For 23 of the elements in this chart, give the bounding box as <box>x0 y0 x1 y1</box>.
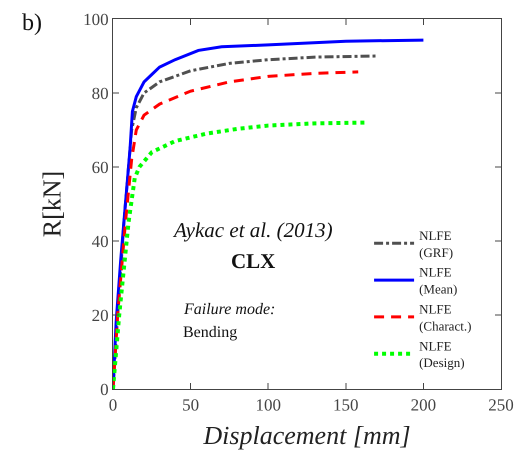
x-tick-label: 100 <box>255 395 281 414</box>
annotation: Bending <box>183 324 238 341</box>
annotation: Aykac et al. (2013) <box>172 218 333 242</box>
x-tick-label: 250 <box>488 395 514 414</box>
annotation: Failure mode: <box>183 301 276 318</box>
line-series <box>113 120 366 389</box>
x-tick-label: 150 <box>333 395 359 414</box>
annotation: CLX <box>231 249 276 273</box>
y-tick-label: 60 <box>92 158 109 177</box>
y-tick-label: 100 <box>83 10 109 29</box>
text: b) <box>22 10 42 36</box>
legend-label: NLFE (GRF) <box>419 228 454 260</box>
y-tick-label: 40 <box>92 232 109 251</box>
x-tick-label: 200 <box>410 395 436 414</box>
y-axis-title: R[kN] <box>38 170 66 238</box>
legend-label: NLFE (Charact.) <box>419 302 472 334</box>
y-tick-label: 0 <box>100 380 109 399</box>
x-axis-title: Displacement [mm] <box>202 421 411 450</box>
legend-label: NLFE (Design) <box>419 338 465 370</box>
x-tick-label: 50 <box>182 395 200 414</box>
y-tick-label: 80 <box>92 84 109 103</box>
legend-label: NLFE (Mean) <box>419 264 458 297</box>
y-tick-label: 20 <box>92 306 109 325</box>
